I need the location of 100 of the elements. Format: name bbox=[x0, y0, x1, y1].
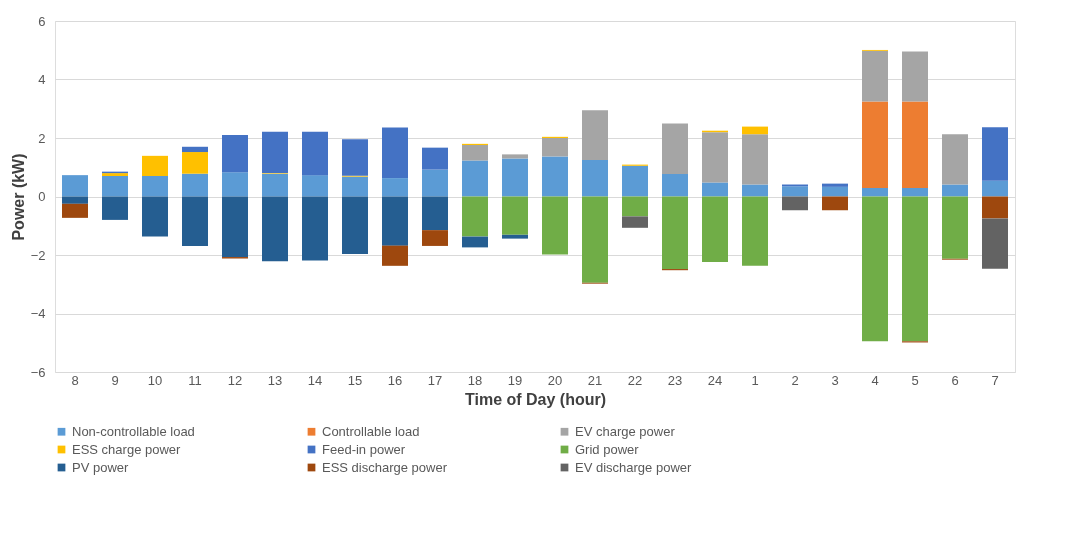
y-tick-label: 2 bbox=[38, 130, 46, 146]
bar bbox=[102, 196, 128, 220]
bar bbox=[222, 135, 248, 173]
bar bbox=[62, 203, 88, 218]
bar bbox=[502, 158, 528, 197]
bar bbox=[222, 196, 248, 258]
bar bbox=[182, 196, 208, 246]
x-tick-label: 10 bbox=[147, 372, 163, 388]
bar bbox=[742, 196, 768, 266]
bar bbox=[382, 245, 408, 266]
bar bbox=[662, 123, 688, 174]
bar bbox=[422, 196, 448, 231]
x-tick-label: 4 bbox=[871, 372, 879, 388]
bar bbox=[702, 182, 728, 197]
bar bbox=[902, 101, 928, 189]
bar bbox=[942, 184, 968, 197]
bar bbox=[382, 178, 408, 197]
bar bbox=[742, 184, 768, 197]
bar bbox=[582, 196, 608, 283]
bar bbox=[902, 51, 928, 102]
bar bbox=[542, 196, 568, 255]
x-tick-label: 11 bbox=[188, 372, 202, 388]
bar bbox=[822, 186, 848, 197]
x-tick-label: 15 bbox=[347, 372, 363, 388]
bar bbox=[662, 173, 688, 197]
bar bbox=[62, 196, 88, 204]
x-tick-label: 21 bbox=[587, 372, 603, 388]
bar bbox=[262, 131, 288, 174]
bar bbox=[422, 230, 448, 246]
legend-label: Grid power bbox=[575, 441, 640, 457]
bar bbox=[182, 173, 208, 197]
x-axis-title: Time of Day (hour) bbox=[464, 390, 607, 408]
bar bbox=[622, 196, 648, 217]
x-tick-label: 9 bbox=[111, 372, 119, 388]
bar bbox=[622, 165, 648, 197]
bar bbox=[462, 145, 488, 161]
bar bbox=[302, 175, 328, 197]
bar bbox=[102, 176, 128, 197]
x-tick-label: 3 bbox=[831, 372, 839, 388]
bar bbox=[342, 139, 368, 176]
legend-label: EV discharge power bbox=[575, 459, 693, 475]
legend-label: Feed-in power bbox=[322, 441, 406, 457]
bar bbox=[302, 131, 328, 176]
bar bbox=[302, 196, 328, 261]
bar bbox=[182, 146, 208, 153]
bar bbox=[862, 188, 888, 197]
x-tick-label: 17 bbox=[427, 372, 443, 388]
bar bbox=[862, 196, 888, 342]
x-tick-label: 19 bbox=[507, 372, 523, 388]
x-tick-label: 6 bbox=[951, 372, 959, 388]
bar bbox=[902, 196, 928, 342]
x-tick-label: 18 bbox=[467, 372, 483, 388]
legend-label: Controllable load bbox=[322, 423, 420, 439]
bar bbox=[582, 159, 608, 197]
bar bbox=[622, 216, 648, 228]
bar bbox=[502, 234, 528, 239]
y-tick-label: −2 bbox=[30, 247, 46, 263]
bar bbox=[662, 196, 688, 270]
bar bbox=[142, 176, 168, 197]
bar bbox=[942, 134, 968, 185]
bar bbox=[942, 196, 968, 259]
y-axis-title: Power (kW) bbox=[9, 153, 27, 241]
bar bbox=[822, 183, 848, 187]
bar bbox=[982, 196, 1008, 219]
bar bbox=[462, 196, 488, 237]
bar bbox=[142, 155, 168, 177]
x-tick-label: 20 bbox=[547, 372, 563, 388]
legend-label: ESS charge power bbox=[72, 441, 182, 457]
bar bbox=[342, 176, 368, 197]
x-tick-label: 1 bbox=[751, 372, 759, 388]
bar bbox=[982, 218, 1008, 269]
legend-label: ESS discharge power bbox=[322, 459, 448, 475]
bar bbox=[422, 147, 448, 170]
x-tick-label: 13 bbox=[267, 372, 283, 388]
x-tick-label: 14 bbox=[307, 372, 323, 388]
bar bbox=[382, 196, 408, 246]
bar bbox=[382, 127, 408, 179]
bar bbox=[502, 154, 528, 159]
x-tick-label: 16 bbox=[387, 372, 403, 388]
bar bbox=[542, 138, 568, 157]
legend-label: PV power bbox=[72, 459, 130, 475]
legend-label: EV charge power bbox=[575, 423, 676, 439]
bar bbox=[582, 110, 608, 160]
bar bbox=[502, 196, 528, 235]
x-tick-label: 2 bbox=[791, 372, 799, 388]
bar bbox=[262, 196, 288, 262]
bar bbox=[422, 169, 448, 197]
bar bbox=[262, 173, 288, 197]
x-tick-label: 8 bbox=[71, 372, 79, 388]
bar bbox=[222, 172, 248, 197]
y-tick-label: 4 bbox=[38, 72, 46, 87]
bar bbox=[182, 152, 208, 174]
y-tick-label: 0 bbox=[38, 189, 46, 204]
bar bbox=[702, 196, 728, 263]
x-tick-label: 5 bbox=[911, 372, 919, 388]
bar bbox=[142, 196, 168, 237]
x-tick-label: 24 bbox=[707, 372, 723, 388]
bar bbox=[342, 196, 368, 255]
bar bbox=[742, 134, 768, 185]
bar bbox=[62, 175, 88, 197]
